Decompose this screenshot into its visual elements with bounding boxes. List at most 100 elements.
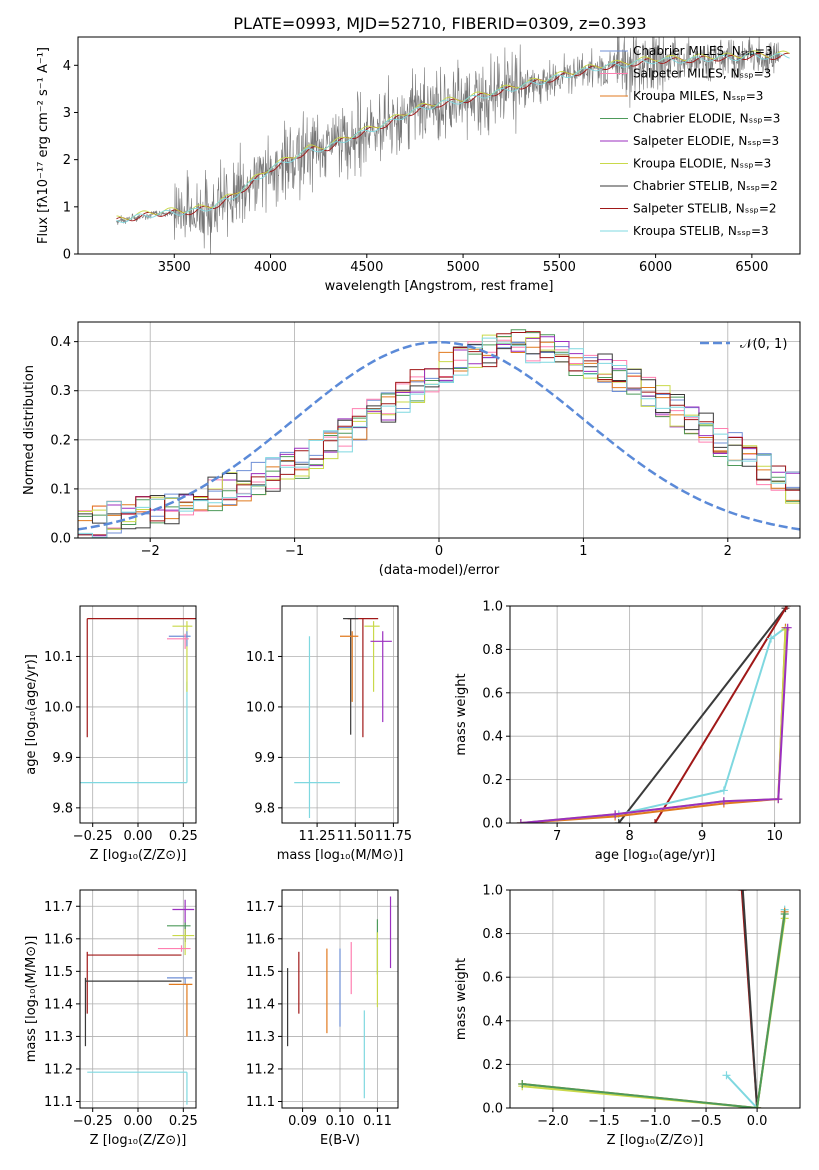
legend-entry: Chabrier STELIB, Nₛₛₚ=2 [633, 179, 778, 193]
x-tick-label: 10 [766, 829, 783, 844]
y-tick-label: 9.9 [52, 751, 73, 766]
histogram [78, 337, 800, 538]
x-tick-label: −0.25 [73, 829, 113, 844]
legend-entry: Salpeter STELIB, Nₛₛₚ=2 [633, 202, 777, 216]
x-tick-label: 8 [625, 829, 633, 844]
x-axis-label: Z [log₁₀(Z/Z⊙)] [90, 1133, 187, 1148]
plot-area-age_vs_mass [294, 618, 392, 818]
axes-massweight_vs_age: 7 8 9 10 0.0 0.2 0.4 0.6 0.8 1.0 age [log₁₀(age/yr… [454, 600, 801, 863]
x-tick-label: 0 [435, 544, 443, 559]
y-tick-label: 11.4 [44, 997, 73, 1012]
legend-entry: Chabrier MILES, Nₛₛₚ=3 [633, 44, 773, 58]
weight-marker [774, 795, 783, 804]
y-tick-label: 11.3 [44, 1030, 73, 1045]
x-tick-label: 4000 [254, 260, 287, 275]
plot-area-spectrum [116, 37, 790, 254]
x-axis-label: mass [log₁₀(M/M⊙)] [277, 848, 404, 863]
y-tick-label: 10.0 [44, 700, 73, 715]
x-tick-label: 5000 [447, 260, 480, 275]
legend-entry: Kroupa ELODIE, Nₛₛₚ=3 [633, 157, 771, 171]
x-axis-label: Z [log₁₀(Z/Z⊙)] [90, 848, 187, 863]
y-tick-label: 11.6 [44, 932, 73, 947]
y-axis-label: age [log₁₀(age/yr)] [24, 654, 39, 775]
y-axis-label: mass weight [454, 673, 469, 755]
y-tick-label: 0.0 [50, 532, 71, 547]
axes-age_vs_mass: 11.25 11.50 11.75 9.8 9.9 10.0 10.1 mass [log₁₀… [246, 605, 412, 863]
weight-line [520, 627, 787, 823]
y-tick-label: 11.2 [44, 1062, 73, 1077]
x-tick-label: 11.75 [375, 829, 412, 844]
y-tick-label: 11.6 [246, 932, 275, 947]
axes-mass_vs_Z: −0.25 0.00 0.25 11.1 11.2 11.3 11.4 11.5 11.6 11.… [24, 889, 198, 1148]
y-tick-label: 0.6 [482, 971, 503, 986]
legend-entry: Chabrier ELODIE, Nₛₛₚ=3 [633, 112, 780, 126]
y-tick-label: 11.1 [44, 1095, 73, 1110]
y-tick-label: 0.6 [482, 686, 503, 701]
x-tick-label: −1 [285, 544, 304, 559]
x-tick-label: 0.0 [747, 1114, 768, 1129]
model-spectrum [116, 50, 790, 220]
y-tick-label: 0.1 [50, 482, 71, 497]
y-tick-label: 1.0 [482, 884, 503, 899]
y-tick-label: 11.2 [246, 1062, 275, 1077]
y-tick-label: 11.7 [246, 900, 275, 915]
x-tick-label: 4500 [350, 260, 383, 275]
x-tick-label: 0.25 [169, 829, 198, 844]
y-tick-label: 0.8 [482, 927, 503, 942]
legend-entry: 𝒩(0, 1) [740, 337, 787, 352]
histogram [78, 336, 800, 522]
histogram [78, 331, 800, 536]
y-tick-label: 0.4 [482, 730, 503, 745]
y-tick-label: 0.2 [482, 773, 503, 788]
plot-area-massweight_vs_Z [518, 890, 789, 1108]
x-tick-label: −1.5 [588, 1114, 620, 1129]
x-tick-label: 3500 [158, 260, 191, 275]
x-tick-label: 0.10 [326, 1114, 355, 1129]
histogram [78, 343, 800, 530]
plot-area-residuals [78, 329, 800, 538]
y-tick-label: 0.8 [482, 643, 503, 658]
plot-area-age_vs_Z [80, 618, 196, 784]
axes-massweight_vs_Z: −2.0 −1.5 −1.0 −0.5 0.0 0.0 0.2 0.4 0.6 0.8 1.0 Z [… [454, 884, 801, 1148]
y-tick-label: 10.1 [246, 650, 275, 665]
weight-marker [783, 623, 792, 632]
x-tick-label: −0.25 [73, 1114, 113, 1129]
x-tick-label: −1.0 [639, 1114, 671, 1129]
axes-frame [77, 36, 801, 255]
x-tick-label: 11.50 [337, 829, 374, 844]
weight-line [522, 913, 786, 1108]
y-axis-label: Normed distribution [22, 365, 37, 495]
x-axis-label: wavelength [Angstrom, rest frame] [325, 279, 554, 294]
weight-marker [651, 819, 659, 823]
y-tick-label: 1 [63, 200, 71, 215]
plot-area-mass_vs_Z [84, 899, 195, 1105]
y-tick-label: 0.2 [482, 1058, 503, 1073]
x-tick-label: 0.00 [124, 829, 153, 844]
legend-entry: Kroupa STELIB, Nₛₛₚ=3 [633, 224, 769, 238]
weight-marker [753, 1104, 762, 1108]
y-axis-label: mass weight [454, 958, 469, 1040]
legend-entry: Kroupa MILES, Nₛₛₚ=3 [633, 89, 763, 103]
weight-marker [767, 634, 775, 643]
y-tick-label: 0.3 [50, 384, 71, 399]
weight-marker [614, 819, 623, 823]
x-tick-label: 11.25 [298, 829, 335, 844]
plot-area-massweight_vs_age [516, 606, 792, 823]
x-tick-label: 5500 [543, 260, 576, 275]
y-tick-label: 11.7 [44, 900, 73, 915]
x-tick-label: 0.11 [363, 1114, 392, 1129]
y-tick-label: 4 [63, 59, 71, 74]
x-tick-label: 0.00 [124, 1114, 153, 1129]
x-tick-label: −2.0 [537, 1114, 569, 1129]
y-axis-label: Flux [fλ10⁻¹⁷ erg cm⁻² s⁻¹ A⁻¹] [36, 47, 51, 244]
y-tick-label: 1.0 [482, 600, 503, 615]
y-tick-label: 0.2 [50, 433, 71, 448]
weight-marker [516, 819, 525, 823]
weight-marker [738, 890, 747, 894]
x-axis-label: (data-model)/error [379, 563, 500, 578]
y-tick-label: 0.4 [482, 1014, 503, 1029]
legend: Chabrier MILES, Nₛₛₚ=3 Salpeter MILES, Nₛ… [600, 44, 780, 238]
weight-line [654, 606, 788, 823]
weight-marker [518, 1080, 527, 1089]
axes-residuals: −2 −1 0 1 2 0.0 0.1 0.2 0.3 0.4 (data-model)/error… [22, 321, 801, 578]
